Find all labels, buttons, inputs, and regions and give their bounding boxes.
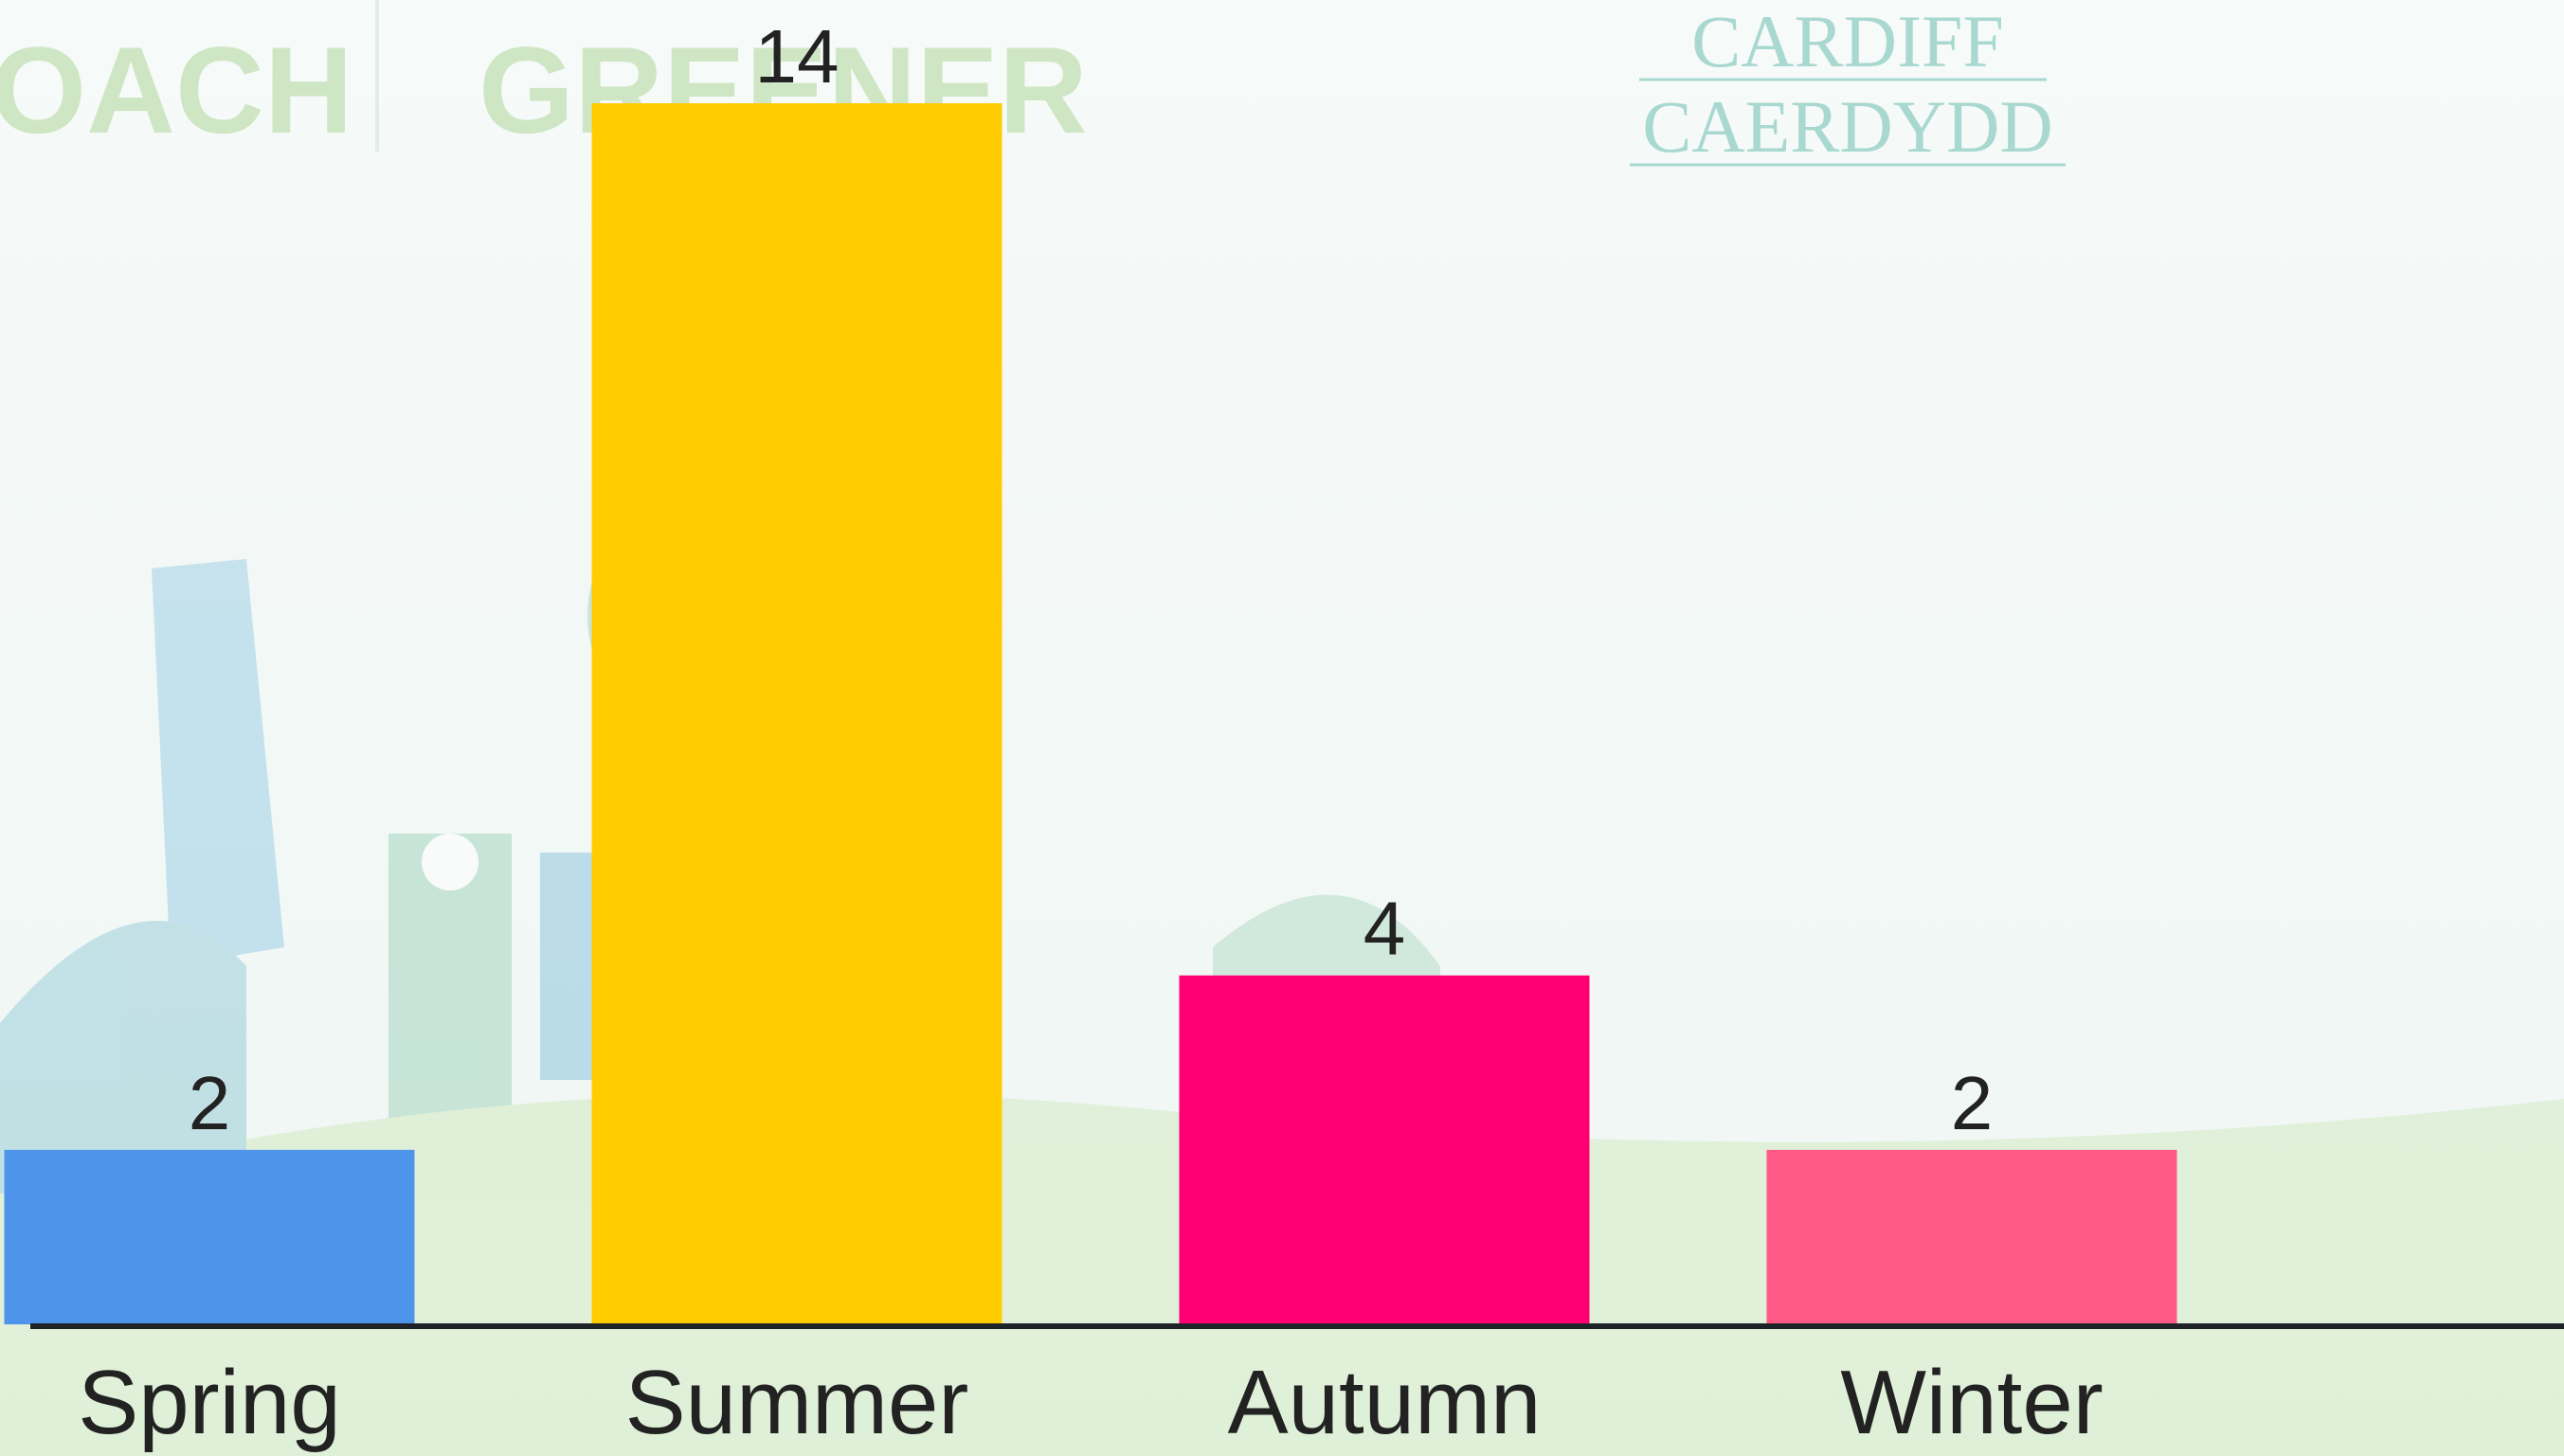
value-label: 2 bbox=[189, 1061, 231, 1145]
bar bbox=[1766, 1149, 2177, 1324]
bar bbox=[4, 1149, 415, 1324]
x-tick-label: Autumn bbox=[1228, 1352, 1542, 1453]
x-tick-label: Summer bbox=[625, 1352, 969, 1453]
bar bbox=[1179, 975, 1590, 1324]
value-label: 4 bbox=[1363, 887, 1406, 971]
background-word: OACH bbox=[0, 21, 353, 159]
logo-line: CARDIFF bbox=[1691, 0, 2003, 82]
value-label: 14 bbox=[755, 14, 840, 99]
value-label: 2 bbox=[1951, 1061, 1994, 1145]
logo-line: CAERDYDD bbox=[1642, 85, 2052, 168]
x-tick-label: Winter bbox=[1840, 1352, 2103, 1453]
x-tick-label: Spring bbox=[78, 1352, 341, 1453]
bar bbox=[591, 103, 1002, 1324]
